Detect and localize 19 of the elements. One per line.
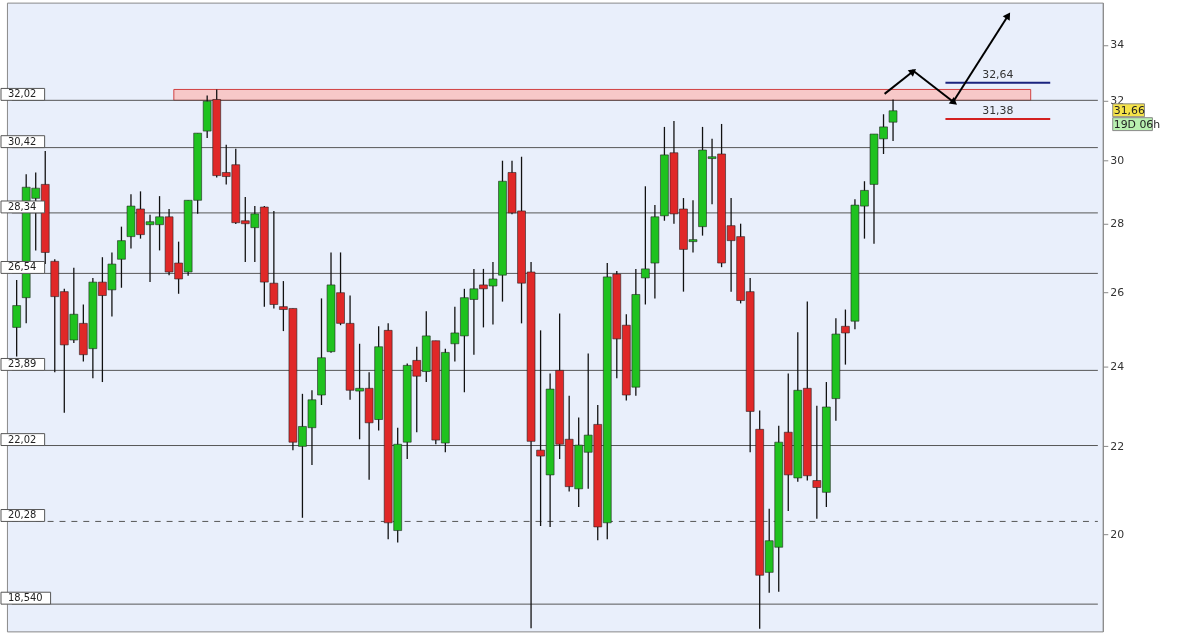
ref-line-label: 22,02 — [7, 433, 37, 445]
ref-line-label: 32,64 — [982, 67, 1014, 81]
ref-line-label: 28,34 — [7, 200, 37, 212]
text: 31,66 — [1113, 103, 1145, 117]
ref-line-label: 18,540 — [7, 592, 43, 604]
ref-line-label: 26,54 — [7, 261, 37, 273]
ref-line-label: 20,28 — [7, 509, 37, 521]
y-tick-label: 28 — [1110, 217, 1125, 231]
y-tick-label: 30 — [1110, 153, 1125, 167]
ref-line-label: 31,38 — [982, 103, 1014, 117]
text: 19D 06h — [1113, 117, 1161, 131]
y-tick-label: 22 — [1110, 439, 1125, 453]
y-tick-label: 24 — [1110, 359, 1125, 373]
y-tick-label: 20 — [1110, 527, 1125, 541]
ref-line-label: 30,42 — [7, 135, 37, 147]
y-tick-label: 26 — [1110, 285, 1125, 299]
ref-line-label: 32,02 — [7, 88, 37, 100]
y-tick-label: 34 — [1110, 38, 1125, 52]
ref-line-label: 23,89 — [7, 358, 37, 370]
